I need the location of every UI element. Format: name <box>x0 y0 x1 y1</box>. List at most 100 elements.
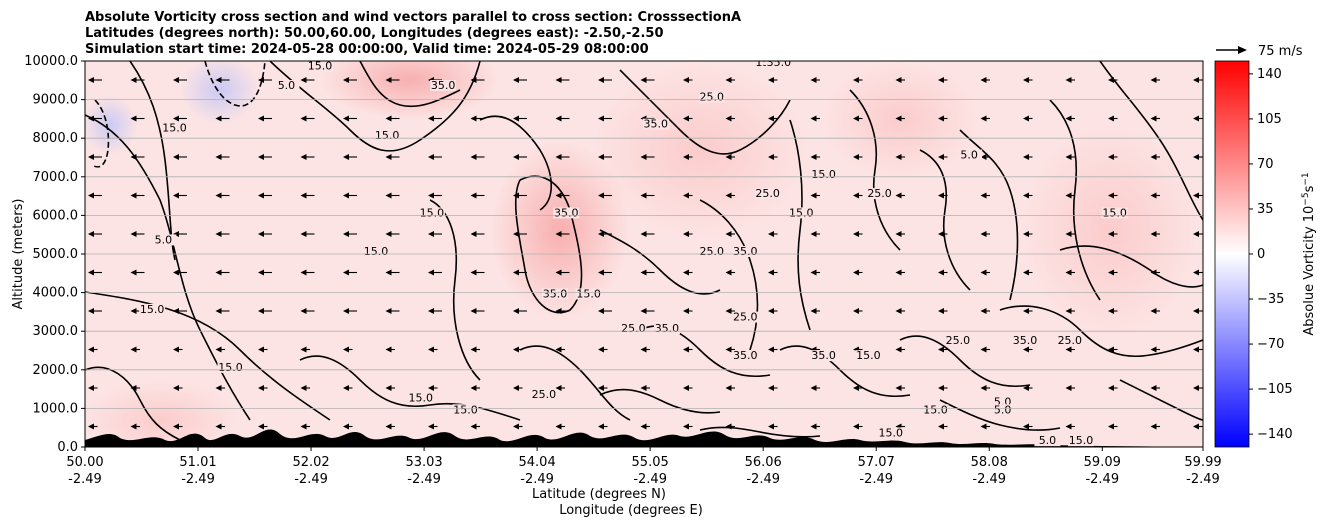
wind-vector-head <box>173 115 179 122</box>
wind-vector-head <box>1108 231 1114 237</box>
contour-label-background <box>642 118 669 130</box>
vorticity-min-region <box>180 61 260 125</box>
wind-vector-head <box>683 154 689 160</box>
wind-vector-head <box>938 308 944 314</box>
wind-vector-head <box>258 385 264 391</box>
contour-label-background <box>866 188 893 200</box>
wind-vector-head <box>938 192 944 199</box>
wind-vector-head <box>768 154 774 160</box>
wind-vector-head <box>683 77 689 83</box>
wind-vector-head <box>895 77 902 83</box>
contour-label: 25.0 <box>733 311 758 324</box>
wind-vector-head <box>343 115 349 122</box>
wind-vector-head <box>1193 385 1199 391</box>
wind-vector-head <box>173 192 179 199</box>
wind-vector-head <box>470 269 477 276</box>
wind-vector-head <box>853 192 859 199</box>
wind-vector-head <box>1108 115 1114 122</box>
contour-label: 25.0 <box>699 245 724 258</box>
negative-contour-lines <box>91 61 266 168</box>
wind-vector-head <box>1065 115 1072 122</box>
wind-vector-head <box>343 269 349 276</box>
wind-vector-head <box>258 346 264 353</box>
y-tick-label: 7000.0 <box>33 170 79 185</box>
wind-vector-head <box>555 154 562 160</box>
wind-vector-head <box>173 346 179 353</box>
wind-vector-head <box>1065 308 1072 314</box>
wind-vector-head <box>1193 308 1199 314</box>
wind-vector-head <box>385 346 392 353</box>
wind-vector-head <box>1023 231 1029 237</box>
contour-label: 35.0 <box>655 322 680 335</box>
wind-vector-head <box>343 308 349 314</box>
colorbar-tick-label: 0 <box>1257 247 1265 262</box>
wind-vector-head <box>1023 423 1029 430</box>
x-tick-label-latitude: 59.99 <box>1184 455 1221 470</box>
wind-vector-head <box>215 115 222 122</box>
wind-vector-head <box>1108 308 1114 314</box>
wind-vector-head <box>470 385 477 391</box>
x-tick-label-latitude: 57.07 <box>858 455 895 470</box>
wind-vector-head <box>258 154 264 160</box>
wind-vector-head <box>768 308 774 314</box>
wind-vector-head <box>1193 77 1199 83</box>
contour-label: 5.0 <box>960 149 978 162</box>
wind-vector-head <box>1150 385 1157 391</box>
contour-label: 15.0 <box>879 426 904 439</box>
wind-vector-head <box>215 154 222 160</box>
wind-vector-head <box>130 269 137 276</box>
wind-vector-head <box>300 346 307 353</box>
wind-vector-head <box>215 192 222 199</box>
contour-label: 35.0 <box>811 349 836 362</box>
wind-vector-head <box>300 192 307 199</box>
wind-vector-head <box>938 154 944 160</box>
x-tick-label-latitude: 52.02 <box>292 455 329 470</box>
wind-vector-head <box>980 308 987 314</box>
wind-vector-head <box>598 423 604 430</box>
wind-vector-head <box>173 385 179 391</box>
x-tick-label-latitude: 53.03 <box>405 455 442 470</box>
contour-label: 5.0 <box>155 233 173 246</box>
wind-vector-head <box>895 269 902 276</box>
wind-vector-head <box>513 115 519 122</box>
wind-vector-head <box>1023 308 1029 314</box>
wind-vector-head <box>1023 269 1029 276</box>
contour-label-background <box>418 207 445 219</box>
wind-vector-head <box>768 231 774 237</box>
wind-vector-head <box>428 269 434 276</box>
y-tick-label: 3000.0 <box>33 324 79 339</box>
wind-vector-head <box>895 308 902 314</box>
vorticity-max-region <box>85 380 240 447</box>
contour-label: 5.0 <box>1039 434 1057 447</box>
wind-vector-head <box>853 231 859 237</box>
wind-vector-head <box>938 385 944 391</box>
wind-vector-head <box>768 346 774 353</box>
colorbar-tick-label: 105 <box>1257 112 1282 127</box>
wind-vector-head <box>385 308 392 314</box>
contour-label: 15.0 <box>308 60 333 73</box>
wind-vector-head <box>598 77 604 83</box>
wind-vector-head <box>470 115 477 122</box>
colorbar-label-unit: s <box>1302 185 1317 192</box>
wind-vector-head <box>130 115 137 122</box>
contour-label: 35.0 <box>1013 334 1038 347</box>
wind-vector-head <box>640 308 647 314</box>
wind-vector-head <box>88 423 94 430</box>
wind-vector-head <box>300 269 307 276</box>
wind-vector-head <box>513 308 519 314</box>
contour-label-background <box>956 149 983 161</box>
wind-vector-head <box>1108 154 1114 160</box>
contour-label: 15.0 <box>140 303 165 316</box>
wind-vector-head <box>258 115 264 122</box>
contour-label-background <box>732 311 759 323</box>
contour-label: 5.0 <box>994 403 1012 416</box>
colorbar-tick-label: 140 <box>1257 67 1282 82</box>
wind-vector-head <box>1023 192 1029 199</box>
colorbar-label: Absolue Vorticity 10−5s−1 <box>1301 172 1317 335</box>
wind-vector-head <box>980 385 987 391</box>
contour-label: 15.0 <box>1069 434 1094 447</box>
contour-labels: 15.0 15.0 5.0 15.0 15.0 15.0 15.0 35.0 35.0 15.0 3… <box>139 60 1128 447</box>
wind-vector-head <box>258 192 264 199</box>
wind-vector-head <box>598 192 604 199</box>
contour-label: 15.0 <box>856 349 881 362</box>
